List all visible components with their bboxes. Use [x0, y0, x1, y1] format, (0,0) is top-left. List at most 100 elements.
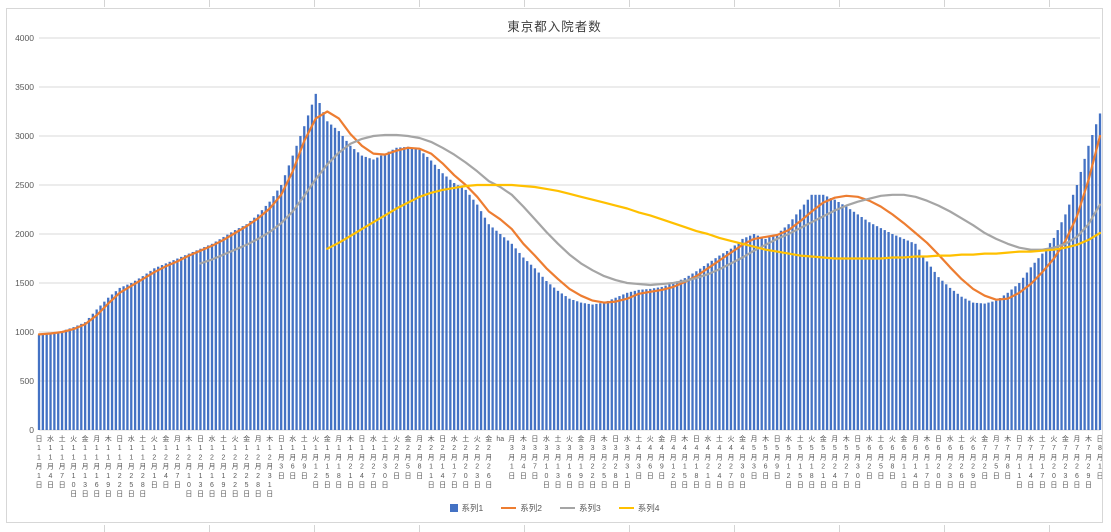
bar: [237, 228, 241, 430]
bar: [572, 299, 575, 430]
chart-legend: 系列1 系列2 系列3 系列4: [7, 502, 1102, 514]
bar: [441, 173, 444, 431]
bar: [403, 147, 406, 431]
legend-label: 系列3: [579, 503, 601, 513]
sheet-column-gridlines-top: [0, 0, 1111, 7]
bar: [799, 209, 802, 430]
bar: [241, 226, 244, 430]
bar: [37, 334, 41, 430]
bar: [664, 285, 667, 430]
bar: [975, 302, 979, 430]
bar: [518, 252, 521, 430]
legend-square-marker: [449, 504, 458, 512]
bar: [226, 234, 229, 430]
bar: [506, 240, 510, 430]
line-series-4: [326, 183, 1102, 260]
x-axis-label: ha: [496, 436, 504, 443]
legend-item-series3[interactable]: 系列3: [560, 502, 601, 514]
bar: [541, 276, 544, 430]
bar: [752, 234, 756, 430]
bar: [353, 149, 356, 430]
bar: [576, 301, 579, 430]
bar: [1025, 272, 1029, 430]
bar: [929, 266, 933, 430]
bar: [868, 222, 871, 430]
bar: [264, 205, 267, 430]
bar: [987, 302, 990, 430]
bar: [768, 237, 771, 430]
y-axis-label: 0: [29, 425, 34, 435]
bar: [222, 236, 225, 430]
bar: [1002, 295, 1006, 430]
bar: [499, 234, 502, 430]
bar: [379, 155, 383, 430]
bar: [652, 288, 656, 430]
bar: [1029, 267, 1032, 430]
bar: [341, 136, 344, 430]
bar: [910, 242, 913, 430]
bar: [1083, 158, 1086, 430]
bar: [149, 270, 152, 430]
bar: [1033, 262, 1036, 430]
bar: [426, 156, 429, 430]
bar: [322, 112, 325, 431]
chart-title: 東京都入院者数: [507, 20, 602, 34]
legend-item-series2[interactable]: 系列2: [501, 502, 542, 514]
legend-line-marker: [501, 506, 517, 510]
bar: [503, 237, 506, 430]
bar: [533, 268, 537, 430]
sheet-column-gridlines-bottom: [0, 525, 1111, 532]
bar: [199, 248, 202, 430]
bar: [203, 247, 206, 430]
bar: [948, 287, 952, 430]
bar: [356, 152, 360, 430]
bar: [1095, 124, 1098, 431]
bar: [1091, 135, 1094, 430]
bar: [833, 199, 836, 430]
bar: [626, 292, 629, 430]
bar: [360, 155, 364, 430]
bar: [133, 280, 137, 430]
y-axis-label: 500: [20, 376, 34, 386]
bar: [345, 140, 348, 430]
bar: [941, 280, 944, 430]
bar: [683, 278, 686, 430]
chart-frame[interactable]: 東京都入院者数 0 500 1000 1500 2000 2500 3000 3500 4000…: [6, 8, 1103, 523]
bar: [453, 183, 456, 430]
bar: [729, 248, 733, 430]
bar: [841, 204, 844, 430]
bar: [245, 224, 248, 430]
bar: [72, 327, 75, 430]
legend-item-series1[interactable]: 系列1: [449, 502, 483, 514]
bar: [333, 127, 337, 430]
legend-line-marker: [560, 506, 575, 510]
bar: [195, 250, 198, 430]
bar: [722, 253, 725, 430]
legend-item-series4[interactable]: 系列4: [618, 502, 659, 514]
line-series-3: [199, 133, 1102, 287]
bar: [679, 279, 683, 430]
bar: [299, 136, 302, 430]
bar: [460, 187, 464, 430]
